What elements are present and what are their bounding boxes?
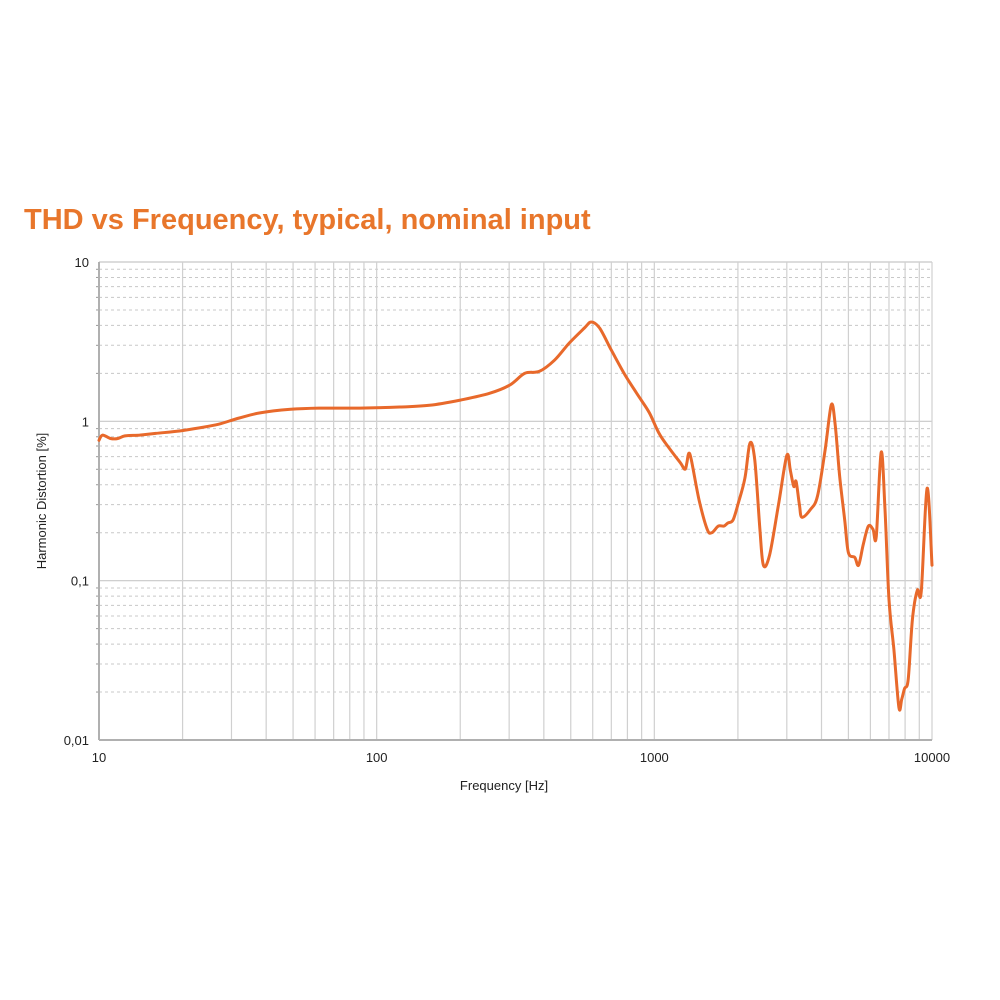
x-axis-label: Frequency [Hz]: [460, 778, 548, 793]
x-tick-label: 10000: [914, 750, 950, 765]
series-line-thd: [97, 320, 934, 712]
tick-labels: 10 100 1000 10000 10 1 0,1 0,01: [64, 255, 950, 765]
y-tick-label: 10: [75, 255, 89, 270]
x-tick-label: 100: [366, 750, 388, 765]
chart-title: THD vs Frequency, typical, nominal input: [24, 204, 591, 236]
y-tick-label: 1: [82, 414, 89, 429]
grid: [96, 261, 933, 741]
x-tick-label: 1000: [640, 750, 669, 765]
y-tick-label: 0,1: [71, 574, 89, 589]
x-tick-label: 10: [92, 750, 106, 765]
y-tick-label: 0,01: [64, 733, 89, 748]
y-axis-label: Harmonic Distortion [%]: [34, 433, 49, 570]
